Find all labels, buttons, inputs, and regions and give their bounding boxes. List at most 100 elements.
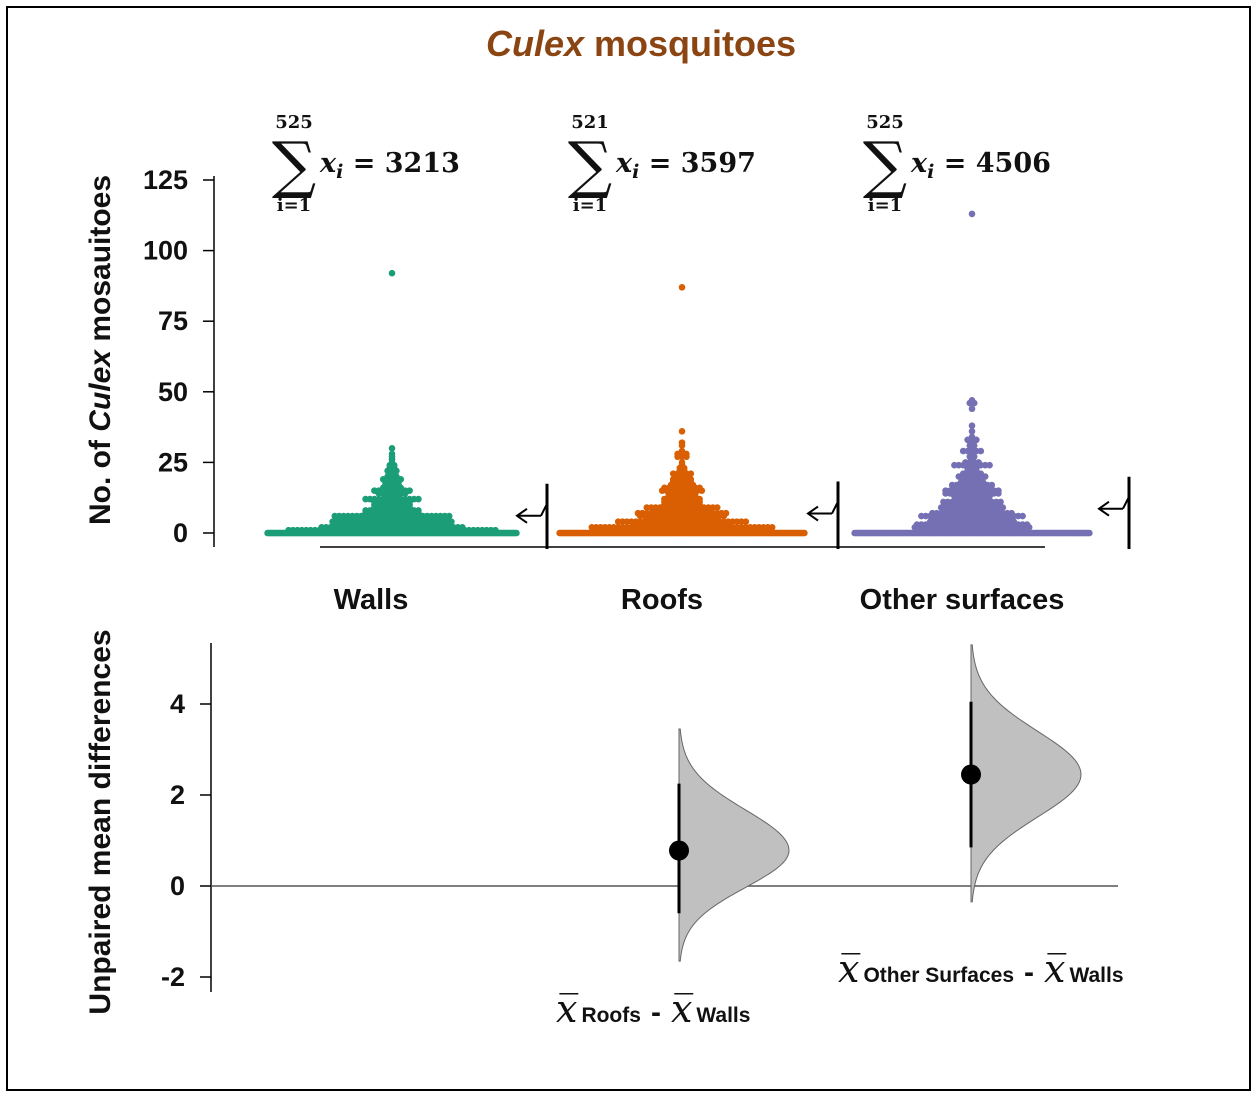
swarm-point — [678, 459, 686, 466]
swarm-point — [995, 487, 1002, 494]
bottom-y-tick-label: -2 — [161, 962, 185, 992]
bottom-y-axis-label: Unpaired mean differences — [84, 629, 117, 1014]
swarm-point — [968, 428, 976, 435]
swarm-point — [968, 422, 976, 429]
sigma-symbol: ∑ — [863, 128, 907, 201]
swarm-point — [742, 518, 750, 526]
swarm-point — [445, 512, 453, 520]
sum-variable: x — [910, 148, 928, 179]
sum-lower-limit: i=1 — [277, 195, 311, 216]
swarm-point — [986, 461, 993, 469]
sum-total: 3597 — [681, 148, 756, 179]
sum-index: i — [336, 161, 343, 183]
swarm-point — [977, 447, 985, 455]
swarm-point — [968, 405, 976, 413]
top-y-ticks: 125 100 75 50 25 0 — [143, 165, 214, 548]
mean-difference-estimates — [669, 644, 1082, 962]
swarm-point — [801, 529, 808, 537]
sum-expression: xi = 3213 — [319, 148, 460, 183]
bottom-y-tick-label: 0 — [170, 871, 185, 901]
swarm-point — [448, 518, 455, 526]
swarm-point — [975, 459, 982, 466]
group-mean-markers — [515, 476, 1131, 549]
title-italic-part: Culex — [486, 23, 586, 64]
mean-arrow-hook — [1122, 496, 1130, 510]
swarm-point — [492, 526, 499, 534]
swarm-point — [388, 444, 396, 452]
sum-lower-limit: i=1 — [868, 195, 902, 216]
swarm-point — [415, 495, 422, 503]
sum-upper-limit: 521 — [571, 112, 609, 133]
swarm-point — [968, 210, 976, 218]
category-label: Walls — [334, 584, 409, 616]
bootstrap-distribution — [970, 644, 1082, 903]
swarm-point — [678, 439, 686, 446]
top-ylabel-part3: mosauitoes — [84, 175, 117, 350]
swarm-panel: 125 100 75 50 25 0 No. of Culex mosauitoes 52… — [84, 112, 1131, 616]
swarm-point — [678, 447, 686, 455]
top-y-axis-label: No. of Culex mosauitoes — [84, 175, 117, 525]
label-subscript-1: Roofs — [581, 1004, 641, 1027]
sum-equals: = — [639, 148, 680, 179]
swarm-point — [1086, 529, 1093, 537]
top-y-tick-label: 125 — [143, 165, 188, 195]
swarm-point — [388, 450, 396, 458]
difference-label: x̅ Other Surfaces - x̅ Walls — [838, 947, 1124, 991]
swarm-point — [722, 509, 730, 517]
swarm-point — [678, 284, 686, 291]
swarm-point — [988, 481, 996, 489]
top-y-tick-label: 100 — [143, 236, 188, 266]
mean-arrow-head — [1097, 500, 1110, 517]
sum-variable: x — [319, 148, 337, 179]
swarm-point — [999, 504, 1007, 511]
xbar-symbol: x̅ — [838, 947, 860, 991]
swarm-point — [968, 396, 976, 404]
label-dash: - — [651, 996, 661, 1029]
swarm-point — [970, 442, 978, 449]
category-label: Other surfaces — [860, 584, 1065, 616]
sum-total: 3213 — [385, 148, 460, 179]
swarm-point — [406, 487, 413, 494]
title-rest-part: mosquitoes — [584, 23, 796, 64]
sum-equals: = — [343, 148, 384, 179]
sum-index: i — [632, 161, 639, 183]
category-label: Roofs — [621, 584, 703, 616]
sigma-symbol: ∑ — [272, 128, 316, 201]
swarm-point — [997, 498, 1004, 506]
mean-arrow-head — [515, 507, 528, 524]
swarm-point — [1023, 521, 1031, 528]
label-subscript-2: Walls — [696, 1004, 750, 1027]
category-labels: Walls Roofs Other surfaces — [334, 584, 1065, 616]
bottom-y-tick-label: 4 — [170, 689, 185, 719]
sum-variable: x — [615, 148, 633, 179]
bottom-y-ticks: 4 2 0 -2 — [161, 689, 211, 992]
figure-frame — [6, 6, 1251, 1091]
swarm-point — [696, 484, 703, 492]
chart-title: Culex mosquitoes — [486, 23, 796, 64]
label-dash: - — [1024, 956, 1034, 989]
estimation-panel: 420-2 Unpaired mean differences x̅ Roofs -… — [84, 629, 1124, 1031]
top-y-tick-label: 25 — [158, 447, 188, 477]
top-ylabel-part1: No. of — [84, 432, 117, 525]
mean-difference-point — [961, 764, 981, 785]
bottom-y-tick-label: 2 — [170, 780, 185, 810]
top-y-tick-label: 0 — [173, 518, 188, 548]
swarm-point — [415, 507, 422, 514]
swarm-point — [713, 504, 721, 511]
mean-arrow-hook — [831, 501, 839, 514]
swarm-point — [513, 529, 520, 537]
top-ylabel-italic: Culex — [84, 349, 117, 432]
mean-arrow-hook — [540, 503, 548, 517]
xbar-symbol: x̅ — [556, 987, 578, 1031]
sum-equals: = — [934, 148, 975, 179]
swarm-point — [968, 433, 976, 441]
swarm-point — [1019, 512, 1026, 520]
sigma-symbol: ∑ — [568, 128, 612, 201]
bootstrap-distribution — [678, 728, 790, 962]
top-y-tick-label: 75 — [158, 306, 188, 336]
swarm-point — [1008, 509, 1015, 517]
sum-upper-limit: 525 — [866, 112, 904, 133]
swarm-point — [678, 428, 686, 435]
